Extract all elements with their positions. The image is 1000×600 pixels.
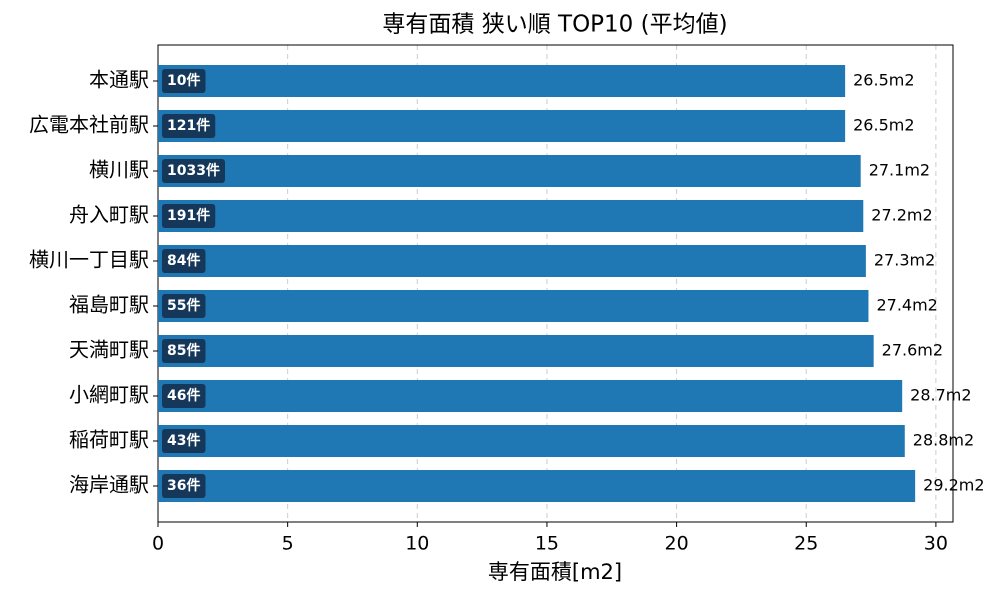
- y-tick-label: 広電本社前駅: [29, 113, 149, 137]
- x-tick-label: 5: [282, 533, 294, 555]
- x-tick-label: 15: [535, 533, 559, 555]
- value-label: 27.2m2: [871, 206, 932, 225]
- count-badge: [162, 384, 206, 408]
- y-tick-label: 横川一丁目駅: [29, 248, 149, 272]
- bar: [158, 335, 874, 367]
- bar: [158, 65, 846, 97]
- count-badge: [162, 249, 206, 273]
- value-label: 27.6m2: [882, 341, 943, 360]
- y-tick-label: 天満町駅: [69, 338, 149, 362]
- count-label: 43件: [167, 432, 200, 449]
- x-tick-label: 10: [405, 533, 429, 555]
- value-label: 27.1m2: [869, 161, 930, 180]
- value-label: 26.5m2: [853, 71, 914, 90]
- y-tick-label: 福島町駅: [69, 293, 149, 317]
- y-tick-label: 海岸通駅: [69, 473, 149, 497]
- value-label: 28.8m2: [913, 431, 974, 450]
- x-tick-label: 0: [152, 533, 164, 555]
- count-label: 55件: [167, 297, 200, 314]
- count-label: 46件: [167, 387, 200, 404]
- value-label: 27.4m2: [876, 296, 937, 315]
- x-tick-label: 30: [924, 533, 948, 555]
- y-tick-label: 横川駅: [89, 158, 149, 182]
- y-tick-label: 舟入町駅: [69, 203, 149, 227]
- bar: [158, 200, 864, 232]
- count-label: 121件: [167, 117, 210, 134]
- count-label: 84件: [167, 252, 200, 269]
- count-label: 1033件: [167, 162, 220, 179]
- bar: [158, 290, 869, 322]
- count-label: 36件: [167, 477, 200, 494]
- x-axis-label: 専有面積[m2]: [488, 560, 622, 584]
- bar: [158, 155, 861, 187]
- value-label: 27.3m2: [874, 251, 935, 270]
- count-label: 10件: [167, 72, 200, 89]
- value-label: 29.2m2: [923, 476, 984, 495]
- value-label: 26.5m2: [853, 116, 914, 135]
- plot-frame: [157, 44, 954, 523]
- bar: [158, 470, 916, 502]
- bar: [158, 380, 903, 412]
- bar: [158, 110, 846, 142]
- y-tick-label: 小網町駅: [69, 383, 149, 407]
- bar: [158, 425, 905, 457]
- count-badge: [162, 114, 216, 138]
- count-badge: [162, 294, 206, 318]
- x-tick-label: 20: [664, 533, 688, 555]
- x-tick-label: 25: [794, 533, 818, 555]
- count-badge: [162, 429, 206, 453]
- count-badge: [162, 69, 206, 93]
- count-label: 191件: [167, 207, 210, 224]
- bar: [158, 245, 866, 277]
- count-badge: [162, 474, 206, 498]
- count-badge: [162, 339, 206, 363]
- count-badge: [162, 204, 216, 228]
- count-badge: [162, 159, 225, 183]
- value-label: 28.7m2: [910, 386, 971, 405]
- y-tick-label: 稲荷町駅: [69, 428, 149, 452]
- chart-title: 専有面積 狭い順 TOP10 (平均値): [382, 12, 727, 38]
- count-label: 85件: [167, 342, 200, 359]
- y-tick-label: 本通駅: [89, 68, 149, 92]
